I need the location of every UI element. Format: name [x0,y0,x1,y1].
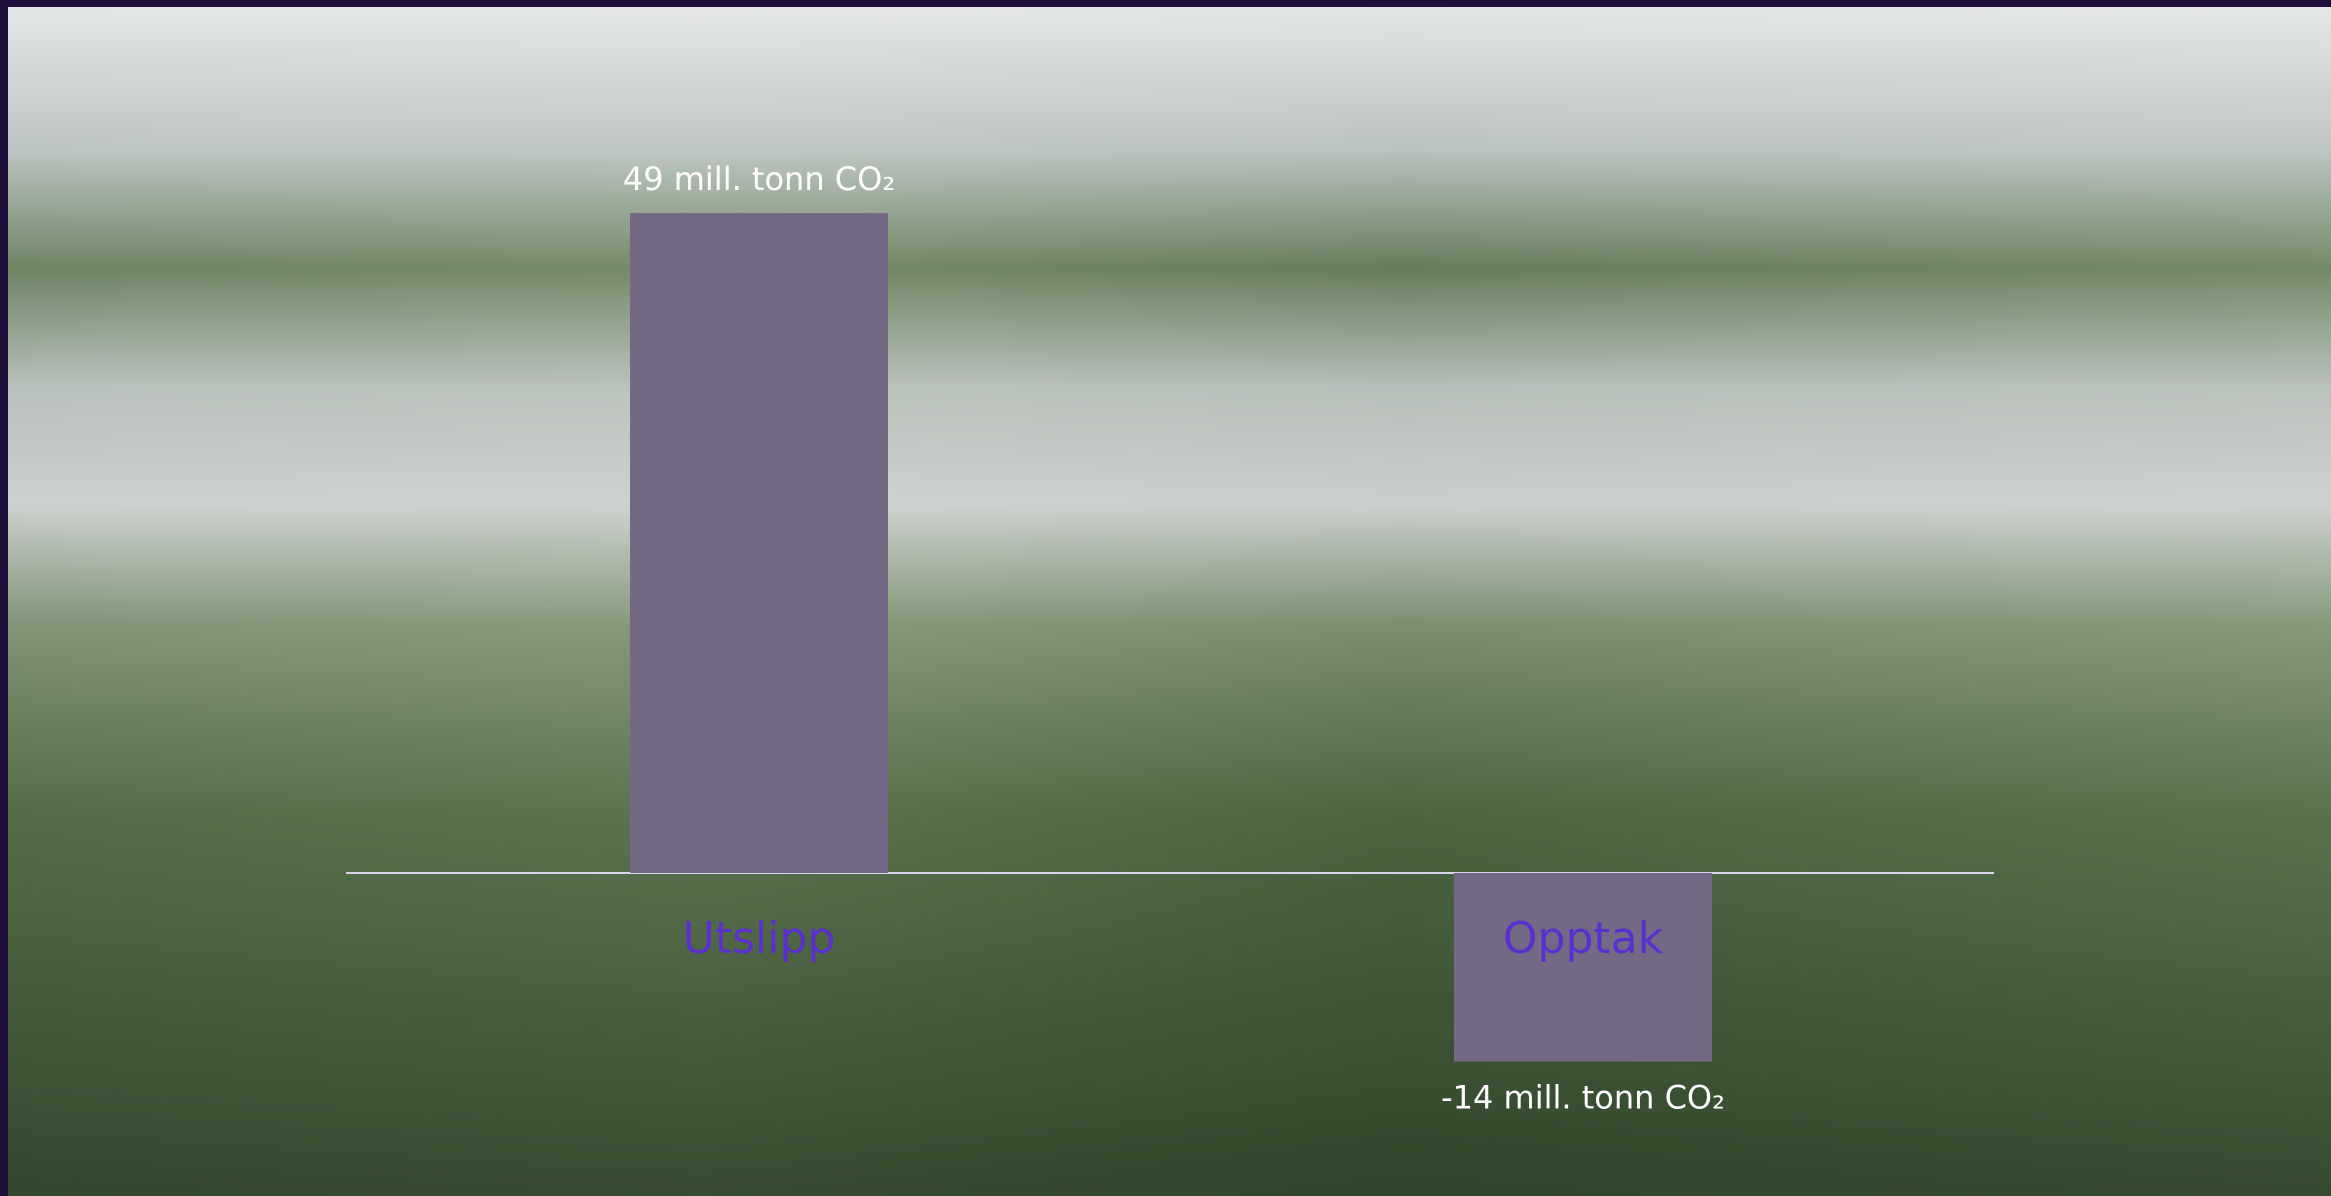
category-label: Utslipp [683,913,836,964]
page: 49 mill. tonn CO₂ Utslipp -14 mill. tonn C… [0,0,2331,1196]
value-label: -14 mill. tonn CO₂ [1441,1079,1725,1117]
category-label: Opptak [1503,913,1664,964]
value-label: 49 mill. tonn CO₂ [623,160,895,198]
chart: 49 mill. tonn CO₂ Utslipp -14 mill. tonn C… [0,0,2331,1196]
bar [1454,873,1712,1062]
bar [630,213,888,873]
